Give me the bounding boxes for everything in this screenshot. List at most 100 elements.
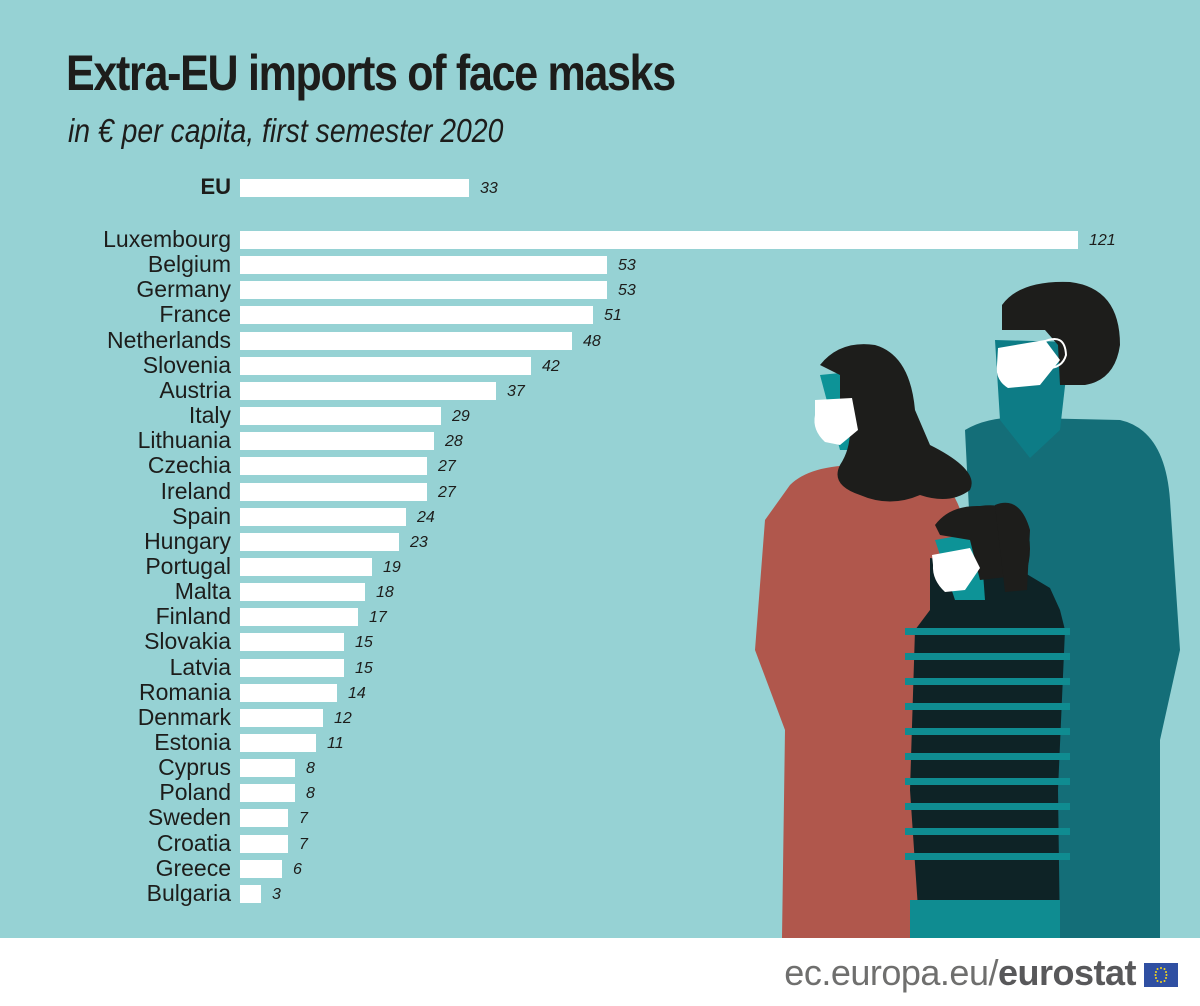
value-label: 11 <box>327 735 344 752</box>
chart-row: Portugal 19 <box>0 553 1200 579</box>
value-label: 53 <box>618 282 636 300</box>
category-label: Germany <box>136 276 231 303</box>
value-label: 53 <box>618 257 636 275</box>
chart-row: Denmark 12 <box>0 704 1200 730</box>
bar <box>240 809 288 828</box>
category-label: Austria <box>159 376 231 403</box>
bar <box>240 759 295 778</box>
chart-row: France 51 <box>0 301 1200 327</box>
bar <box>240 557 372 576</box>
value-label: 37 <box>507 382 525 400</box>
chart-row: Italy 29 <box>0 402 1200 428</box>
value-label: 28 <box>445 433 463 451</box>
value-label: 23 <box>410 533 428 551</box>
value-label: 3 <box>272 885 281 903</box>
value-label: 12 <box>334 709 352 727</box>
footer-url-prefix: ec.europa.eu/ <box>784 952 998 993</box>
value-label: 8 <box>306 785 315 803</box>
value-label: 15 <box>355 659 373 677</box>
category-label: Estonia <box>154 729 231 755</box>
chart-row: Netherlands 48 <box>0 327 1200 353</box>
category-label: Italy <box>188 402 231 429</box>
chart-row: Croatia 7 <box>0 830 1200 856</box>
value-label: 29 <box>452 408 470 426</box>
category-label: Croatia <box>156 829 231 856</box>
category-label: Lithuania <box>137 427 231 454</box>
category-label: Denmark <box>137 703 231 730</box>
category-label: Slovakia <box>144 628 231 655</box>
value-label: 42 <box>542 357 560 375</box>
chart-title: Extra-EU imports of face masks <box>66 45 676 101</box>
chart-row: Bulgaria 3 <box>0 880 1200 906</box>
category-label: Malta <box>174 578 231 605</box>
chart-row: Finland 17 <box>0 603 1200 629</box>
chart-row: Hungary 23 <box>0 528 1200 554</box>
category-label: Spain <box>172 502 231 529</box>
category-label: Luxembourg <box>103 226 231 252</box>
footer-url-brand: eurostat <box>997 952 1137 993</box>
chart-row: EU 33 <box>0 174 1200 199</box>
value-label: 48 <box>583 332 601 350</box>
bar <box>240 507 406 526</box>
child-with-mask-icon <box>905 502 1070 938</box>
value-label: 19 <box>383 558 401 576</box>
bar <box>240 482 427 501</box>
category-label: EU <box>200 174 231 199</box>
bar <box>240 683 337 702</box>
bar <box>240 608 358 627</box>
bar <box>240 306 593 325</box>
value-label: 6 <box>293 860 302 878</box>
category-label: Greece <box>155 854 231 881</box>
value-label: 24 <box>417 508 435 526</box>
chart-row: Czechia 27 <box>0 452 1200 478</box>
chart-row: Slovakia 15 <box>0 628 1200 654</box>
eurostat-link[interactable]: ec.europa.eu/eurostat <box>784 952 1136 994</box>
value-label: 8 <box>306 760 315 778</box>
value-label: 51 <box>604 307 622 325</box>
value-label: 7 <box>299 835 308 853</box>
value-label: 121 <box>1089 232 1116 249</box>
category-label: Cyprus <box>158 754 231 781</box>
chart-row: Latvia 15 <box>0 654 1200 680</box>
eu-flag-icon <box>1144 963 1178 987</box>
value-label: 27 <box>438 458 456 476</box>
category-label: Finland <box>155 603 231 630</box>
chart-row: Luxembourg 121 <box>0 226 1200 252</box>
category-label: France <box>159 301 231 328</box>
bar <box>240 432 434 451</box>
family-masks-illustration <box>755 281 1180 938</box>
chart-row: Ireland 27 <box>0 478 1200 504</box>
bar <box>240 231 1078 249</box>
category-label: Czechia <box>147 452 231 479</box>
bar <box>240 633 344 652</box>
chart-row: Sweden 7 <box>0 804 1200 830</box>
category-label: Hungary <box>144 527 231 554</box>
chart-row: Romania 14 <box>0 679 1200 705</box>
value-label: 15 <box>355 634 373 652</box>
chart-row: Slovenia 42 <box>0 352 1200 378</box>
bar <box>240 834 288 853</box>
bar <box>240 859 282 878</box>
category-label: Netherlands <box>106 326 231 353</box>
value-label: 27 <box>438 483 456 501</box>
bar <box>240 708 323 727</box>
category-label: Poland <box>159 779 231 806</box>
bar <box>240 407 441 426</box>
category-label: Slovenia <box>142 351 231 378</box>
value-label: 17 <box>369 609 387 627</box>
bar <box>240 734 316 752</box>
footer-bar: ec.europa.eu/eurostat <box>0 938 1200 1006</box>
bar <box>240 884 261 903</box>
bar <box>240 331 572 350</box>
category-label: Portugal <box>145 552 231 579</box>
chart-row: Lithuania 28 <box>0 427 1200 453</box>
chart-row: Estonia 11 <box>0 729 1200 755</box>
chart-row: Germany 53 <box>0 276 1200 302</box>
bar <box>240 256 607 275</box>
chart-row: Malta 18 <box>0 578 1200 604</box>
bar <box>240 658 344 677</box>
bar <box>240 532 399 551</box>
chart-row: Greece 6 <box>0 855 1200 881</box>
bar <box>240 583 365 602</box>
value-label: 7 <box>299 810 308 828</box>
